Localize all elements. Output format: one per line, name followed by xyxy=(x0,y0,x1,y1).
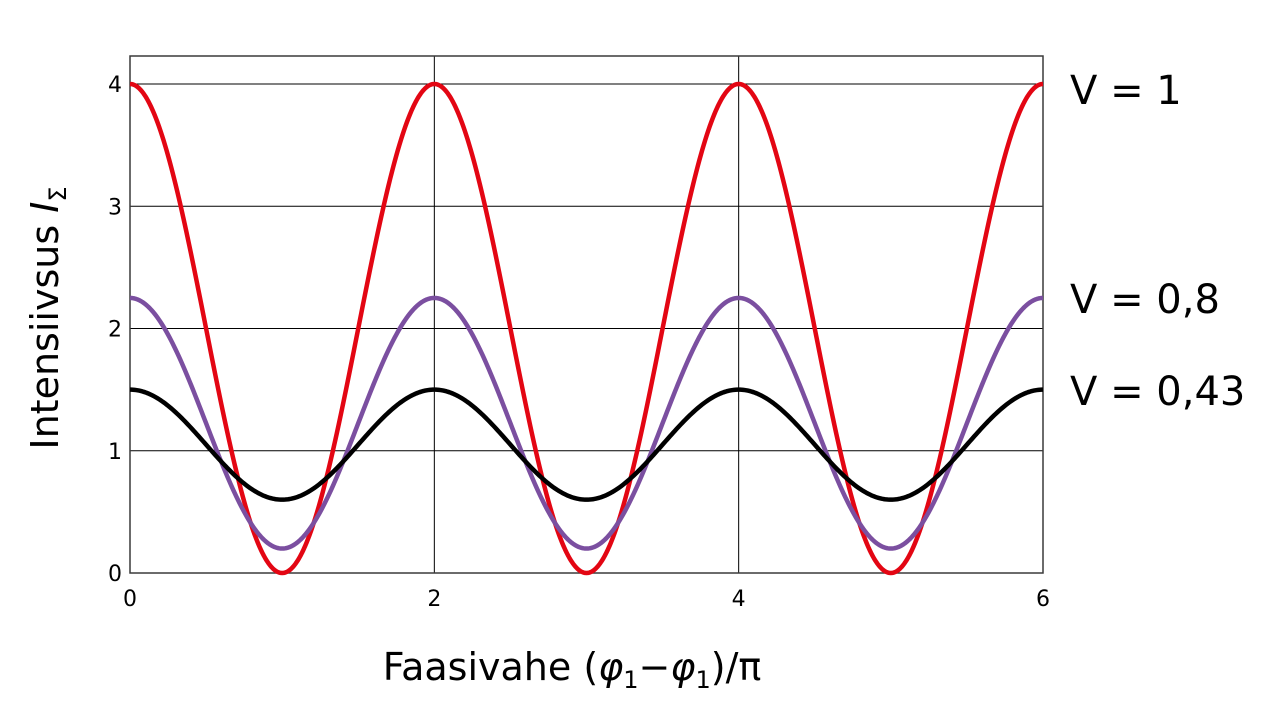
legend-label-v1: V = 1 xyxy=(1070,68,1182,114)
x-axis-title-minus: − xyxy=(639,645,671,689)
y-tick-label: 3 xyxy=(108,195,122,220)
x-axis-title: Faasivahe (φ1−φ1)/π xyxy=(383,645,762,694)
y-axis-title-main: Intensiivsus xyxy=(23,213,67,450)
y-tick-label: 1 xyxy=(108,440,122,465)
y-axis-title-var: I xyxy=(23,202,67,213)
x-axis-title-main: Faasivahe ( xyxy=(383,645,598,689)
x-axis-title-tail: )/π xyxy=(711,645,762,689)
y-tick-label: 2 xyxy=(108,318,122,343)
y-tick-label: 0 xyxy=(108,562,122,587)
x-axis-title-sub1: 1 xyxy=(623,666,638,694)
x-axis-title-sub2: 1 xyxy=(695,666,710,694)
x-axis-ticks: 0 2 4 6 xyxy=(123,587,1050,612)
x-tick-label: 2 xyxy=(427,587,441,612)
legend-label-v043: V = 0,43 xyxy=(1070,369,1245,415)
curves xyxy=(129,81,1044,576)
series-curve xyxy=(129,81,1044,576)
y-tick-label: 4 xyxy=(108,73,122,98)
x-tick-label: 4 xyxy=(732,587,746,612)
y-axis-ticks: 0 1 2 3 4 xyxy=(108,73,122,587)
series-curve xyxy=(129,295,1044,551)
legend-label-v08: V = 0,8 xyxy=(1070,277,1220,323)
x-axis-title-phi1: φ xyxy=(598,645,623,689)
x-tick-label: 6 xyxy=(1036,587,1050,612)
x-tick-label: 0 xyxy=(123,587,137,612)
x-axis-title-phi2: φ xyxy=(670,645,695,689)
y-axis-title: Intensiivsus IΣ xyxy=(23,186,72,449)
series-curve xyxy=(129,387,1044,502)
y-axis-title-sub: Σ xyxy=(44,186,72,201)
